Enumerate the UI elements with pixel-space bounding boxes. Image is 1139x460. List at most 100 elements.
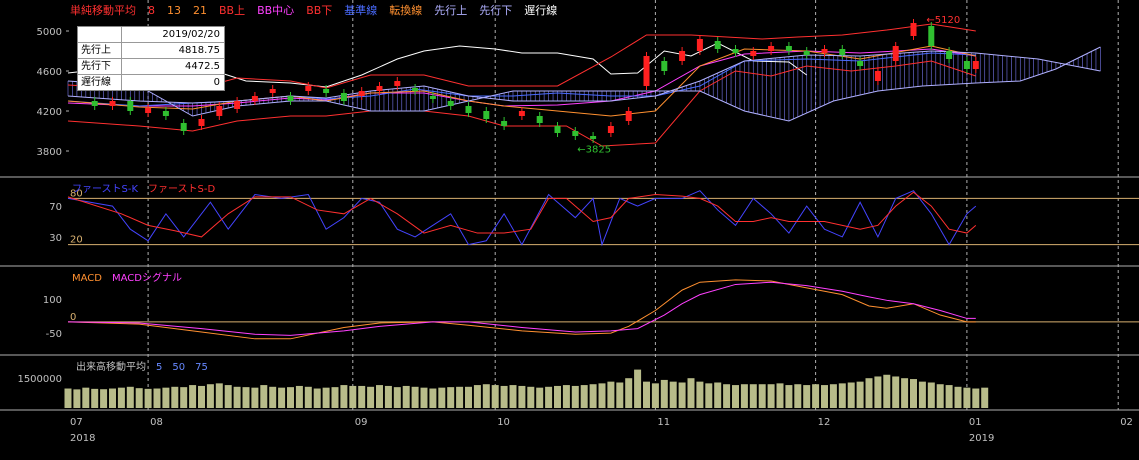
- volume-bar-17: [215, 383, 223, 408]
- candle-body-31: [643, 56, 650, 86]
- candle-body-13: [323, 89, 330, 93]
- price-legend-item-0: 単純移動平均: [70, 3, 136, 17]
- candle-body-49: [963, 61, 970, 69]
- annotation-high: ←5120: [926, 15, 960, 26]
- candle-body-43: [857, 61, 864, 66]
- candle-body-6: [198, 119, 205, 126]
- candle-body-17: [394, 81, 401, 86]
- candle-body-2: [127, 101, 134, 111]
- volume-bar-78: [758, 384, 766, 408]
- volume-bar-57: [571, 385, 579, 408]
- candle-body-47: [928, 26, 935, 46]
- volume-bar-22: [260, 385, 268, 408]
- volume-bar-90: [865, 378, 873, 408]
- volume-bar-84: [812, 384, 820, 408]
- candle-body-39: [785, 46, 792, 51]
- volume-bar-89: [856, 381, 864, 408]
- volume-bar-43: [447, 387, 455, 408]
- volume-bar-71: [696, 381, 704, 408]
- volume-bar-27: [304, 386, 312, 408]
- volume-bar-86: [829, 384, 837, 408]
- volume-bar-44: [456, 386, 464, 408]
- volume-bar-65: [643, 381, 650, 408]
- volume-bar-81: [785, 385, 793, 408]
- volume-bar-75: [732, 385, 739, 408]
- candle-body-26: [554, 126, 561, 133]
- price-legend-item-3: 21: [193, 4, 207, 17]
- price-legend-item-11: 遅行線: [524, 3, 557, 17]
- info-box: 2019/02/20 先行上 4818.75 先行下 4472.5 遅行線 0: [77, 26, 225, 91]
- volume-bar-60: [598, 383, 606, 408]
- info-value-senkou-lower: 4472.5: [185, 61, 220, 72]
- volume-bar-34: [367, 386, 375, 408]
- volume-bar-77: [749, 384, 757, 408]
- candle-body-28: [590, 136, 597, 139]
- candle-body-5: [180, 123, 187, 131]
- price-legend-item-1: 8: [148, 4, 155, 17]
- volume-bar-16: [206, 384, 214, 408]
- macd-ytick--50: -50: [46, 329, 62, 340]
- month-tick-08: 08: [150, 417, 163, 428]
- volume-bar-95: [910, 379, 917, 408]
- candle-body-3: [145, 108, 152, 113]
- month-tick-01: 01: [969, 417, 982, 428]
- candle-body-38: [768, 46, 775, 51]
- volume-bar-2: [82, 387, 90, 408]
- month-tick-11: 11: [657, 417, 670, 428]
- stoch-series-0: [67, 190, 977, 247]
- volume-bar-69: [678, 382, 686, 408]
- volume-legend-item-3: 75: [195, 362, 208, 373]
- price-legend-item-5: BB中心: [257, 4, 294, 17]
- volume-bar-36: [384, 385, 392, 408]
- volume-bar-51: [518, 385, 526, 408]
- volume-bar-62: [616, 382, 624, 408]
- volume-bar-29: [322, 387, 330, 408]
- volume-legend-item-1: 5: [156, 362, 162, 373]
- price-ytick-4200: 4200: [37, 107, 62, 118]
- line-senkou_b: [67, 46, 1101, 122]
- volume-bar-52: [527, 386, 535, 408]
- candle-body-50: [972, 61, 979, 69]
- volume-bar-83: [803, 385, 811, 408]
- volume-bar-12: [171, 386, 179, 408]
- candle-body-8: [234, 101, 241, 109]
- stoch-legend-item-1: ファーストS-D: [148, 184, 215, 195]
- volume-bar-101: [963, 387, 971, 408]
- volume-bar-15: [198, 385, 205, 408]
- price-legend-item-7: 基準線: [344, 3, 377, 17]
- candle-body-1: [109, 101, 116, 106]
- volume-bar-54: [545, 386, 553, 408]
- candle-body-41: [821, 49, 828, 53]
- macd-zero-label: 0: [70, 312, 76, 323]
- macd-series-0: [67, 279, 976, 340]
- volume-bar-23: [269, 386, 277, 408]
- volume-bar-91: [874, 376, 882, 408]
- price-legend-item-9: 先行上: [434, 4, 467, 17]
- stoch-ytick-70: 70: [49, 202, 62, 213]
- candle-body-37: [750, 51, 757, 56]
- volume-bar-7: [126, 386, 134, 408]
- candle-body-12: [305, 86, 312, 91]
- candle-body-7: [216, 106, 223, 116]
- candle-body-35: [714, 41, 721, 49]
- volume-bar-80: [776, 383, 784, 408]
- volume-bar-67: [660, 379, 668, 408]
- candle-body-19: [429, 96, 436, 99]
- volume-bar-63: [625, 378, 633, 408]
- candle-body-14: [340, 93, 347, 101]
- volume-bar-19: [233, 386, 241, 408]
- volume-bar-97: [927, 382, 935, 408]
- candle-body-48: [946, 51, 953, 59]
- candle-body-30: [625, 111, 632, 121]
- volume-bar-39: [411, 386, 419, 408]
- stoch-ytick-30: 30: [49, 233, 62, 244]
- candle-body-44: [874, 71, 881, 81]
- price-legend-item-10: 先行下: [479, 4, 512, 17]
- candle-body-15: [358, 91, 365, 96]
- macd-legend-item-0: MACD: [72, 273, 102, 284]
- candle-body-32: [661, 61, 668, 71]
- volume-bar-10: [153, 388, 161, 408]
- candle-body-4: [162, 111, 169, 116]
- volume-bar-98: [936, 384, 944, 408]
- price-ytick-4600: 4600: [37, 67, 62, 78]
